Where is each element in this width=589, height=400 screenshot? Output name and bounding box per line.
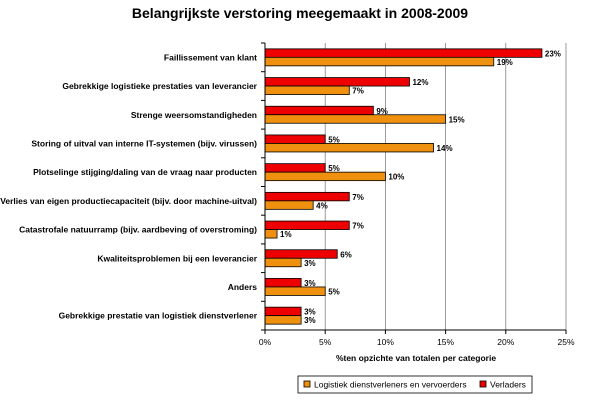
data-label: 10% bbox=[388, 173, 404, 182]
data-label: 5% bbox=[328, 135, 340, 144]
x-tick-label: 15% bbox=[437, 337, 454, 347]
bars-group: 23%19%12%7%9%15%5%14%5%10%7%4%7%1%6%3%3%… bbox=[264, 48, 561, 325]
x-tick-label: 0% bbox=[259, 337, 272, 347]
data-label: 9% bbox=[376, 107, 388, 116]
data-label: 5% bbox=[328, 164, 340, 173]
bar-verladers bbox=[264, 134, 326, 144]
x-tick-label: 25% bbox=[557, 337, 574, 347]
x-tick-label: 20% bbox=[497, 337, 514, 347]
x-axis-label: %ten opzichte van totalen per categorie bbox=[336, 353, 496, 363]
bar-logistiek bbox=[264, 229, 278, 239]
bar-logistiek bbox=[264, 171, 386, 182]
x-tick-label: 10% bbox=[377, 337, 394, 347]
category-label: Verlies van eigen productiecapaciteit (b… bbox=[0, 196, 257, 206]
data-label: 12% bbox=[412, 78, 428, 87]
category-label: Strenge weersomstandigheden bbox=[131, 110, 257, 120]
legend-swatch bbox=[479, 380, 487, 388]
x-tick-label: 5% bbox=[319, 337, 332, 347]
bar-logistiek bbox=[264, 56, 495, 67]
data-label: 4% bbox=[316, 201, 328, 210]
bar-verladers bbox=[264, 105, 374, 116]
legend-box bbox=[297, 375, 533, 394]
legend: Logistiek dienstverleners en vervoerders… bbox=[297, 375, 533, 394]
data-label: 3% bbox=[304, 308, 316, 317]
bar-verladers bbox=[264, 249, 338, 259]
bar-verladers bbox=[264, 278, 302, 288]
data-label: 1% bbox=[280, 230, 292, 239]
bar-verladers bbox=[264, 77, 410, 87]
data-label: 3% bbox=[304, 259, 316, 268]
bar-verladers bbox=[264, 220, 350, 230]
data-label: 7% bbox=[352, 87, 364, 96]
bar-logistiek bbox=[264, 257, 302, 268]
data-label: 23% bbox=[545, 49, 561, 58]
data-label: 15% bbox=[449, 115, 465, 124]
data-label: 5% bbox=[328, 287, 340, 296]
data-label: 3% bbox=[304, 316, 316, 325]
data-label: 19% bbox=[497, 58, 513, 67]
category-label: Catastrofale natuurramp (bijv. aardbevin… bbox=[19, 225, 257, 235]
chart-title: Belangrijkste verstoring meegemaakt in 2… bbox=[132, 5, 468, 21]
bar-logistiek bbox=[264, 143, 434, 153]
legend-label: Verladers bbox=[490, 380, 526, 390]
bar-logistiek bbox=[264, 315, 302, 325]
category-label: Kwaliteitsproblemen bij een leverancier bbox=[97, 253, 257, 263]
bar-logistiek bbox=[264, 114, 447, 124]
bar-verladers bbox=[264, 306, 302, 317]
category-label: Plotselinge stijging/daling van de vraag… bbox=[33, 167, 257, 177]
category-label: Faillissement van klant bbox=[164, 52, 257, 62]
data-label: 6% bbox=[340, 250, 352, 259]
category-label: Gebrekkige prestatie van logistiek diens… bbox=[59, 311, 258, 321]
legend-label: Logistiek dienstverleners en vervoerders bbox=[314, 380, 467, 390]
category-label: Gebrekkige logistieke prestaties van lev… bbox=[62, 81, 257, 91]
x-tick-labels: 0% 5% 10% 15% 20% 25% bbox=[259, 337, 575, 347]
bar-verladers bbox=[264, 191, 350, 202]
category-labels: Faillissement van klant Gebrekkige logist… bbox=[0, 52, 258, 320]
bar-logistiek bbox=[264, 200, 314, 210]
data-label: 7% bbox=[352, 193, 364, 202]
category-label: Storing of uitval van interne IT-systeme… bbox=[31, 138, 257, 148]
bar-verladers bbox=[264, 48, 543, 58]
data-label: 14% bbox=[437, 144, 453, 153]
data-label: 7% bbox=[352, 222, 364, 231]
bar-logistiek bbox=[264, 286, 326, 296]
category-label: Anders bbox=[228, 282, 258, 292]
legend-swatch bbox=[303, 380, 311, 388]
bar-verladers bbox=[264, 163, 326, 173]
data-label: 3% bbox=[304, 279, 316, 288]
bar-logistiek bbox=[264, 85, 350, 95]
